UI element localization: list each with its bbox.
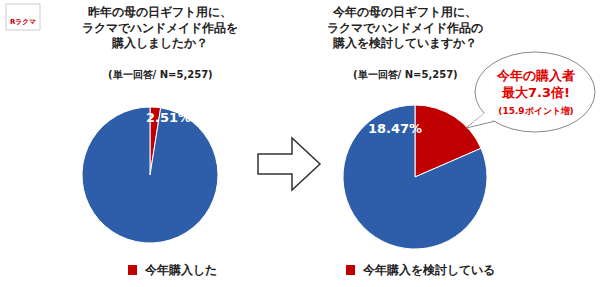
svg-text:今年購入を検討している: 今年購入を検討している bbox=[362, 263, 495, 277]
svg-text:(単一回答/ N=5,257): (単一回答/ N=5,257) bbox=[353, 69, 458, 80]
svg-text:今年購入した: 今年購入した bbox=[144, 263, 217, 277]
svg-text:今年の母の日ギフト用に、ラクマでハンドメイド作品の購入を検討: 今年の母の日ギフト用に、ラクマでハンドメイド作品の購入を検討していますか？ bbox=[327, 5, 483, 50]
svg-text:今年の購入者最大7.3倍!(15.9ポイント増): 今年の購入者最大7.3倍!(15.9ポイント増) bbox=[496, 68, 575, 116]
svg-text:(単一回答/ N=5,257): (単一回答/ N=5,257) bbox=[108, 69, 213, 80]
svg-text:18.47%: 18.47% bbox=[368, 121, 422, 136]
svg-text:2.51%: 2.51% bbox=[146, 110, 191, 125]
svg-text:昨年の母の日ギフト用に、ラクマでハンドメイド作品を購入しまし: 昨年の母の日ギフト用に、ラクマでハンドメイド作品を購入しましたか？ bbox=[82, 5, 238, 50]
svg-text:Rラクマ: Rラクマ bbox=[10, 18, 36, 26]
